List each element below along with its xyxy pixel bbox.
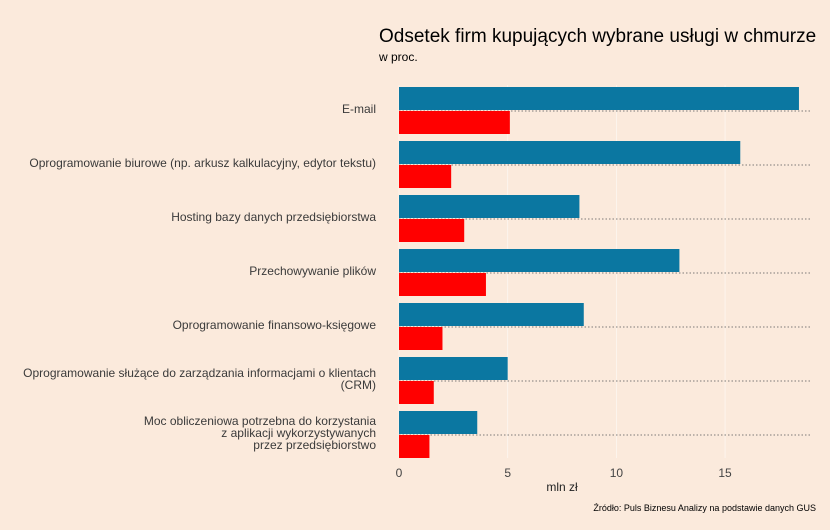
bar-series-1 [399, 249, 680, 272]
bar-series-2 [399, 435, 430, 458]
category-label: Oprogramowanie biurowe (np. arkusz kalku… [29, 156, 376, 170]
bar-series-2 [399, 219, 465, 242]
category-label: Oprogramowanie służące do zarządzania in… [23, 366, 376, 392]
bar-series-1 [399, 87, 799, 110]
bar-series-1 [399, 411, 478, 434]
category-label: Przechowywanie plików [249, 264, 376, 278]
x-tick-label: 0 [396, 466, 403, 480]
bar-series-1 [399, 195, 580, 218]
x-tick-label: 10 [610, 466, 624, 480]
bar-series-2 [399, 327, 443, 350]
chart-subtitle: w proc. [379, 50, 418, 64]
category-label: Hosting bazy danych przedsiębiorstwa [171, 210, 376, 224]
bar-series-2 [399, 165, 452, 188]
x-axis-label: mln zł [546, 480, 578, 494]
bar-series-1 [399, 141, 741, 164]
source-note: Źródło: Puls Biznesu Analizy na podstawi… [593, 503, 816, 513]
x-tick-label: 5 [504, 466, 511, 480]
category-label: E-mail [341, 102, 376, 116]
bar-series-2 [399, 273, 486, 296]
category-label: Oprogramowanie finansowo-księgowe [172, 318, 376, 332]
category-label: Moc obliczeniowa potrzebna do korzystani… [143, 414, 376, 452]
bar-series-2 [399, 381, 434, 404]
bar-series-1 [399, 303, 584, 326]
bar-series-1 [399, 357, 508, 380]
chart-title: Odsetek firm kupujących wybrane usługi w… [379, 26, 817, 47]
bar-series-2 [399, 111, 510, 134]
x-tick-label: 15 [718, 466, 732, 480]
